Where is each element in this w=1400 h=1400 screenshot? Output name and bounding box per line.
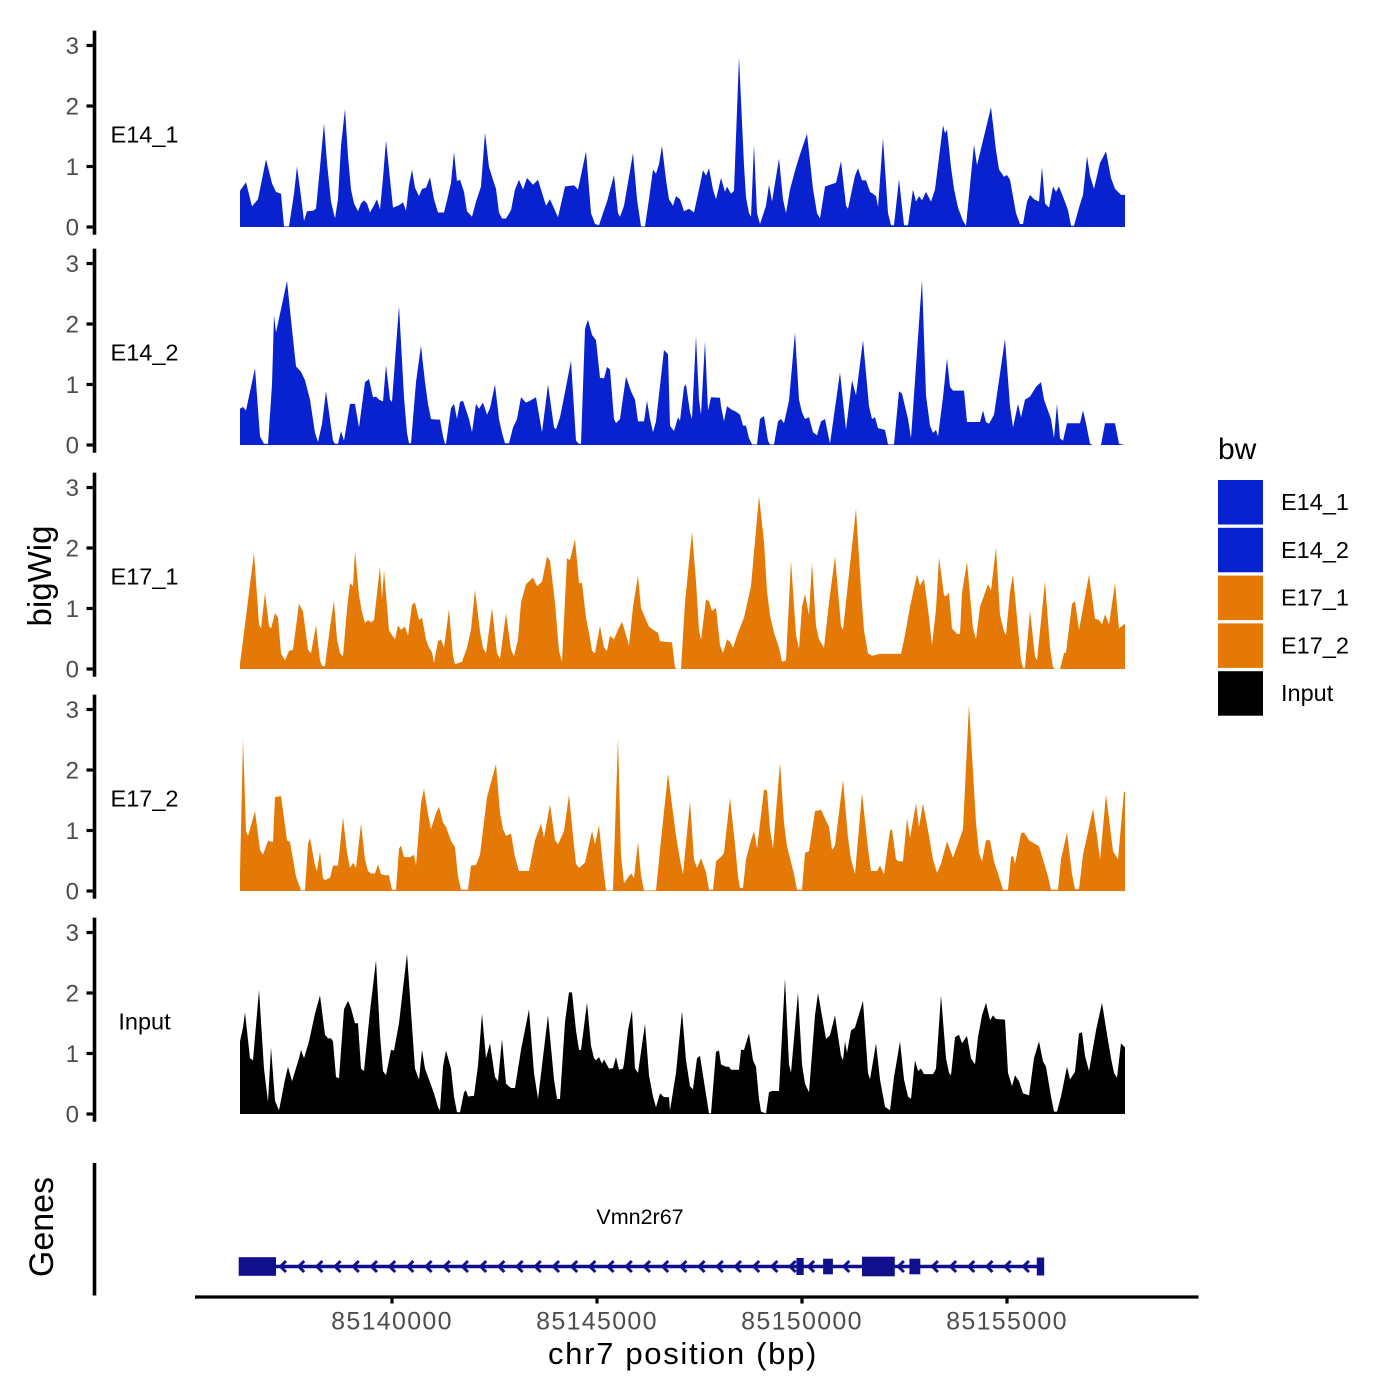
svg-text:2: 2	[66, 312, 79, 339]
svg-text:85145000: 85145000	[536, 1308, 658, 1336]
svg-text:E14_2: E14_2	[111, 340, 179, 366]
svg-text:Input: Input	[118, 1009, 171, 1035]
svg-text:E17_2: E17_2	[1281, 632, 1349, 658]
svg-text:2: 2	[66, 758, 79, 785]
svg-text:0: 0	[66, 879, 79, 906]
svg-text:2: 2	[66, 981, 79, 1008]
svg-text:3: 3	[66, 251, 79, 278]
svg-text:1: 1	[66, 372, 79, 399]
svg-text:1: 1	[66, 154, 79, 181]
svg-text:2: 2	[66, 94, 79, 121]
svg-text:3: 3	[66, 33, 79, 60]
svg-text:1: 1	[66, 1041, 79, 1068]
svg-text:Genes: Genes	[23, 1177, 61, 1277]
svg-text:2: 2	[66, 536, 79, 563]
svg-text:0: 0	[66, 215, 79, 242]
svg-text:85140000: 85140000	[331, 1308, 453, 1336]
svg-text:bigWig: bigWig	[21, 526, 58, 627]
svg-text:bw: bw	[1218, 433, 1257, 466]
svg-text:0: 0	[66, 657, 79, 684]
svg-text:85150000: 85150000	[741, 1308, 863, 1336]
svg-text:1: 1	[66, 596, 79, 623]
svg-text:0: 0	[66, 1102, 79, 1129]
svg-text:E17_1: E17_1	[111, 564, 179, 590]
svg-text:E14_1: E14_1	[1281, 489, 1349, 515]
svg-text:Input: Input	[1281, 680, 1334, 706]
svg-text:E17_2: E17_2	[111, 786, 179, 812]
svg-text:3: 3	[66, 475, 79, 502]
svg-text:E14_1: E14_1	[111, 122, 179, 148]
svg-text:Vmn2r67: Vmn2r67	[596, 1205, 683, 1229]
svg-text:85155000: 85155000	[946, 1308, 1068, 1336]
svg-text:E14_2: E14_2	[1281, 537, 1349, 563]
svg-text:1: 1	[66, 818, 79, 845]
svg-text:chr7 position (bp): chr7 position (bp)	[548, 1336, 818, 1371]
svg-text:3: 3	[66, 697, 79, 724]
svg-text:3: 3	[66, 920, 79, 947]
svg-text:E17_1: E17_1	[1281, 585, 1349, 611]
svg-text:0: 0	[66, 433, 79, 460]
